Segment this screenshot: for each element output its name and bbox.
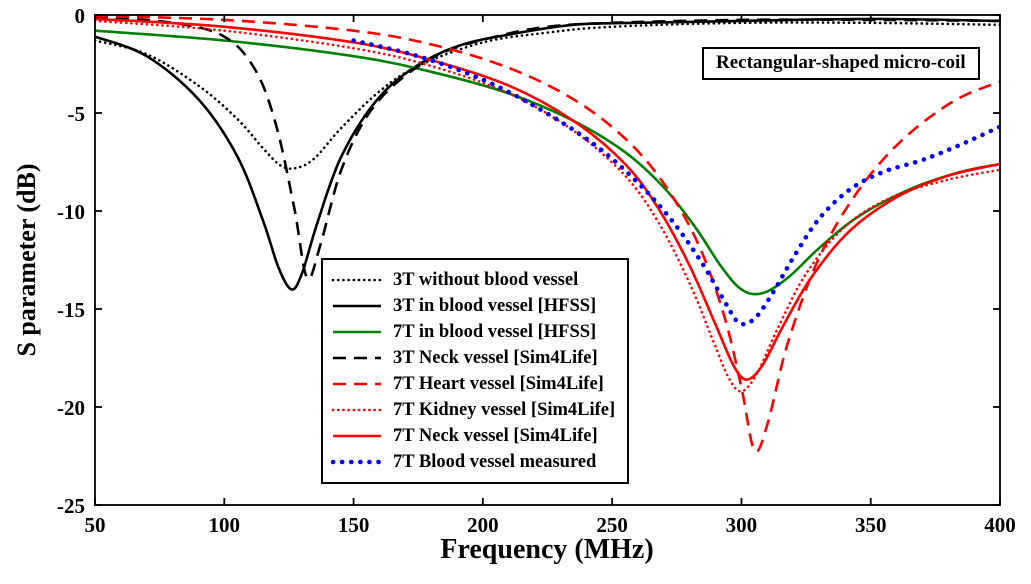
x-tick-label: 50: [85, 513, 106, 537]
legend-item: 7T Neck vessel [Sim4Life]: [331, 423, 615, 449]
y-tick-label: 0: [75, 4, 86, 28]
x-tick-label: 350: [855, 513, 887, 537]
legend-label: 7T in blood vessel [HFSS]: [393, 321, 597, 342]
y-tick-label: -5: [68, 102, 86, 126]
legend-item: 3T in blood vessel [HFSS]: [331, 293, 615, 319]
x-tick-label: 250: [596, 513, 628, 537]
legend-label: 7T Heart vessel [Sim4Life]: [393, 373, 604, 394]
series-line-2: [95, 29, 1000, 296]
legend-label: 7T Blood vessel measured: [393, 451, 597, 472]
legend-label: 3T Neck vessel [Sim4Life]: [393, 347, 598, 368]
legend-line-sample: [333, 382, 381, 386]
legend-line-sample: [333, 330, 381, 334]
plot-border: [94, 14, 1001, 506]
legend-label: 3T in blood vessel [HFSS]: [393, 295, 597, 316]
x-tick-label: 300: [726, 513, 758, 537]
series-line-3: [95, 15, 1000, 281]
legend-item: 7T Blood vessel measured: [331, 449, 615, 475]
legend-line-sample: [333, 304, 381, 308]
legend-item: 7T Kidney vessel [Sim4Life]: [331, 397, 615, 423]
legend-item: 7T in blood vessel [HFSS]: [331, 319, 615, 345]
y-tick-label: -15: [57, 298, 85, 322]
series-line-4: [95, 15, 1000, 453]
x-tick-label: 100: [209, 513, 241, 537]
legend-line-sample: [331, 459, 383, 465]
y-tick-label: -25: [57, 494, 85, 518]
x-tick-label: 200: [467, 513, 499, 537]
series-line-7: [351, 38, 1000, 327]
legend-line-sample: [331, 278, 383, 282]
legend-line-sample: [333, 434, 381, 438]
x-axis-label: Frequency (MHz): [440, 534, 654, 565]
x-tick-label: 150: [338, 513, 370, 537]
y-tick-label: -10: [57, 200, 85, 224]
legend-item: 7T Heart vessel [Sim4Life]: [331, 371, 615, 397]
annotation-box: Rectangular-shaped micro-coil: [702, 47, 980, 80]
legend-line-sample: [331, 408, 383, 412]
x-tick-label: 400: [984, 513, 1016, 537]
legend: 3T without blood vessel 3T in blood vesse…: [321, 258, 630, 484]
legend-label: 7T Neck vessel [Sim4Life]: [393, 425, 598, 446]
legend-item: 3T Neck vessel [Sim4Life]: [331, 345, 615, 371]
legend-item: 3T without blood vessel: [331, 267, 615, 293]
y-axis-label: S parameter (dB): [12, 163, 41, 357]
series-lines: [95, 15, 1000, 453]
legend-label: 7T Kidney vessel [Sim4Life]: [393, 399, 616, 420]
series-line-5: [95, 19, 1000, 393]
series-line-0: [95, 21, 1000, 171]
y-tick-label: -20: [57, 396, 85, 420]
legend-label: 3T without blood vessel: [393, 269, 579, 290]
legend-line-sample: [333, 356, 381, 360]
